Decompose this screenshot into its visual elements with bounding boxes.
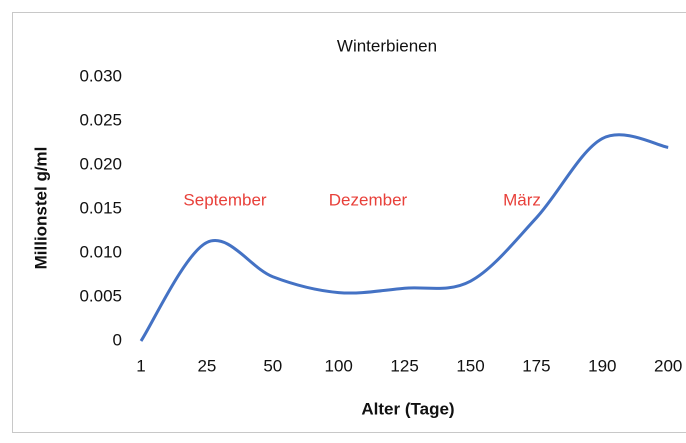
data-line [139,133,669,342]
x-tick-label: 175 [522,356,550,375]
x-axis-label: Alter (Tage) [361,399,454,418]
y-tick-label: 0.020 [79,154,122,173]
x-tick-label: 50 [263,356,282,375]
y-tick-label: 0.005 [79,286,122,305]
x-tick-label: 125 [390,356,418,375]
x-tick-label: 100 [325,356,353,375]
annotation: September [183,190,266,209]
y-tick-label: 0.015 [79,198,122,217]
chart-title: Winterbienen [337,36,437,55]
x-tick-label: 25 [197,356,216,375]
y-tick-label: 0.010 [79,242,122,261]
x-tick-label: 200 [654,356,682,375]
y-tick-label: 0.030 [79,66,122,85]
annotation: März [503,190,541,209]
y-axis-label: Millionstel g/ml [31,147,50,270]
x-tick-label: 190 [588,356,616,375]
x-tick-label: 1 [136,356,145,375]
y-tick-label: 0 [113,330,122,349]
y-tick-label: 0.025 [79,110,122,129]
x-tick-label: 150 [456,356,484,375]
frame [12,12,686,433]
annotation: Dezember [329,190,408,209]
